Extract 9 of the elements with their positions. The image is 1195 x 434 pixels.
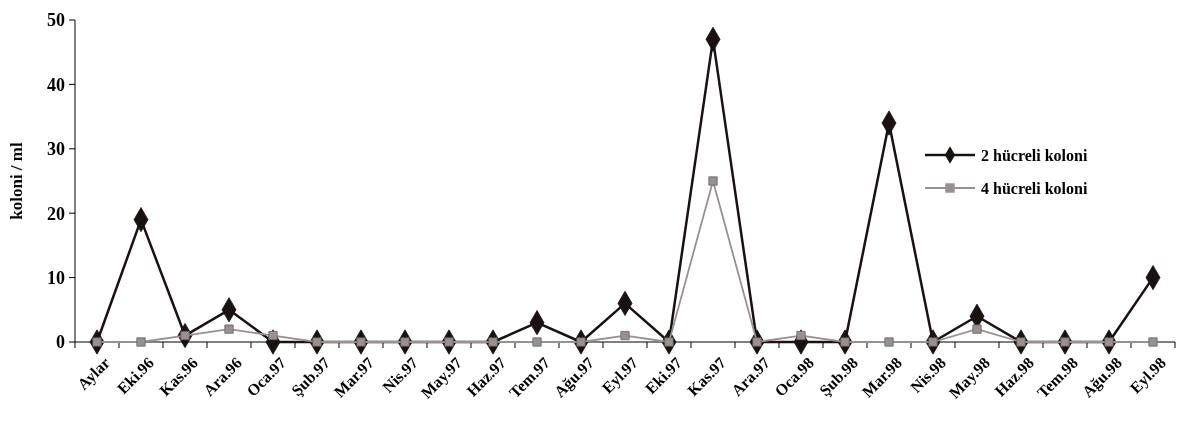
y-tick-label: 10 [47,267,65,288]
y-tick-label: 20 [47,203,65,224]
y-tick-label: 0 [56,332,65,353]
y-tick-label: 50 [47,10,65,31]
legend-label: 4 hücreli koloni [981,179,1088,197]
y-tick-label: 30 [47,139,65,160]
y-tick-label: 40 [47,74,65,95]
legend-label: 2 hücreli koloni [981,146,1088,164]
y-axis-title: koloni / ml [7,141,26,220]
